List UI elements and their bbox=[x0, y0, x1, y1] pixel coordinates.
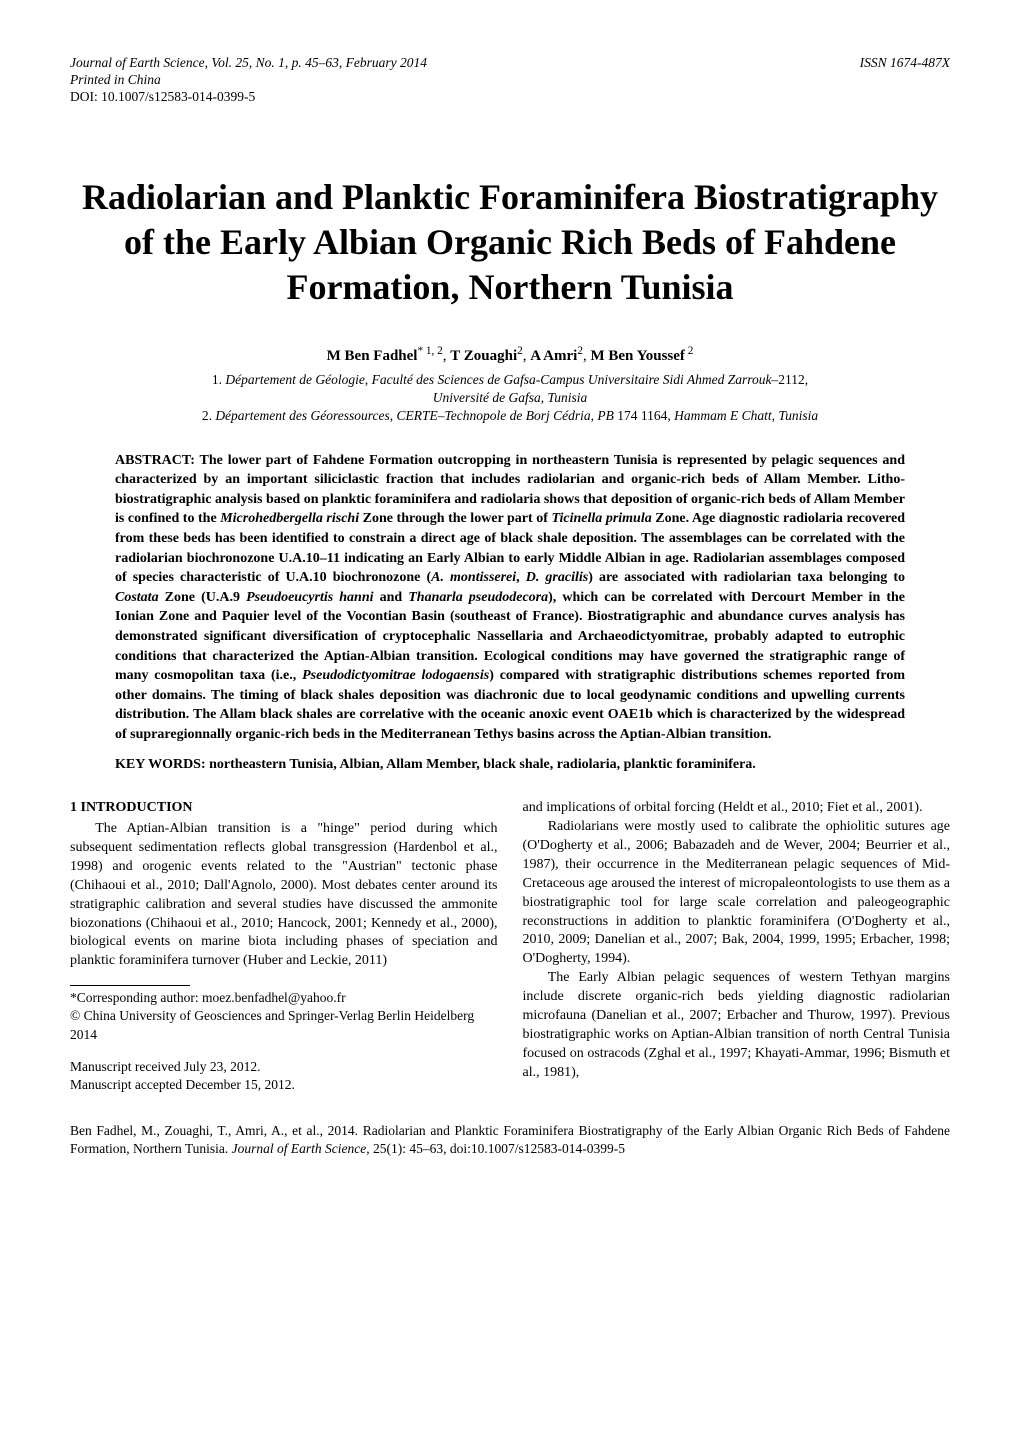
right-para-1: Radiolarians were mostly used to calibra… bbox=[523, 818, 951, 969]
abstract-t4: ) are associated with radiolarian taxa b… bbox=[588, 570, 905, 585]
printed-in: Printed in China bbox=[70, 72, 950, 88]
abstract-t3: , bbox=[516, 570, 526, 585]
affiliation-1-line2: Université de Gafsa, Tunisia bbox=[70, 389, 950, 407]
affil-2-inst: CERTE–Technopole de Borj Cédria bbox=[397, 408, 591, 423]
footnote-copyright: © China University of Geosciences and Sp… bbox=[70, 1007, 498, 1043]
abstract-it7: Thanarla pseudodecora bbox=[408, 590, 548, 605]
abstract-it1: Microhedbergella rischi bbox=[220, 511, 359, 526]
article-title: Radiolarian and Planktic Foraminifera Bi… bbox=[70, 175, 950, 310]
abstract-it5: Costata bbox=[115, 590, 159, 605]
abstract-it2: Ticinella primula bbox=[551, 511, 651, 526]
footnote-received: Manuscript received July 23, 2012. bbox=[70, 1058, 498, 1076]
affil-1-suffix: –2112, bbox=[772, 372, 809, 387]
affiliation-2: 2. Département des Géoressources, CERTE–… bbox=[70, 407, 950, 425]
abstract-it3: A. montisserei bbox=[431, 570, 516, 585]
abstract-t1: Zone through the lower part of bbox=[359, 511, 551, 526]
abstract-it8: Pseudodictyomitrae lodogaensis bbox=[302, 668, 489, 683]
left-para-1: The Aptian-Albian transition is a "hinge… bbox=[70, 820, 498, 971]
affil-1-country: Tunisia bbox=[547, 390, 587, 405]
affil-2-dept: Département des Géoressources bbox=[215, 408, 389, 423]
right-para-0: and implications of orbital forcing (Hel… bbox=[523, 799, 951, 818]
author-4-sup: 2 bbox=[685, 348, 693, 364]
citation-footer: Ben Fadhel, M., Zouaghi, T., Amri, A., e… bbox=[70, 1122, 950, 1158]
page: Journal of Earth Science, Vol. 25, No. 1… bbox=[0, 0, 1020, 1214]
left-column: 1 INTRODUCTION The Aptian-Albian transit… bbox=[70, 799, 498, 1094]
issn: ISSN 1674-487X bbox=[860, 55, 950, 71]
abstract: ABSTRACT: The lower part of Fahdene Form… bbox=[115, 451, 905, 745]
citation-journal: Journal of Earth Science bbox=[232, 1141, 367, 1156]
abstract-it6: Pseudoeucyrtis hanni bbox=[246, 590, 373, 605]
affil-2-pb: PB bbox=[597, 408, 614, 423]
footnote-corresponding: *Corresponding author: moez.benfadhel@ya… bbox=[70, 989, 498, 1007]
affiliations: 1. Département de Géologie, Faculté des … bbox=[70, 371, 950, 426]
keywords: KEY WORDS: northeastern Tunisia, Albian,… bbox=[115, 755, 905, 775]
affiliation-1: 1. Département de Géologie, Faculté des … bbox=[70, 371, 950, 389]
affil-2-prefix: 2. bbox=[202, 408, 216, 423]
affil-1-sep1: , bbox=[365, 372, 372, 387]
footnote-rule bbox=[70, 985, 190, 986]
authors-line: M Ben Fadhel* 1, 2, T Zouaghi2, A Amri2,… bbox=[70, 345, 950, 365]
author-1: M Ben Fadhel bbox=[327, 348, 418, 364]
affil-2-sep1: , bbox=[390, 408, 397, 423]
author-2: T Zouaghi bbox=[450, 348, 517, 364]
author-3: A Amri bbox=[530, 348, 577, 364]
affil-1-prefix: 1. bbox=[212, 372, 226, 387]
author-1-sup: * 1, 2 bbox=[417, 348, 442, 364]
right-column: and implications of orbital forcing (Hel… bbox=[523, 799, 951, 1094]
author-4: M Ben Youssef bbox=[590, 348, 684, 364]
affil-1-dept: Département de Géologie bbox=[225, 372, 364, 387]
affil-2-plain: 174 1164, bbox=[614, 408, 674, 423]
abstract-t5: Zone (U.A.9 bbox=[159, 590, 246, 605]
affil-2-country: Tunisia bbox=[778, 408, 818, 423]
citation-post: , 25(1): 45–63, doi:10.1007/s12583-014-0… bbox=[366, 1141, 625, 1156]
body-columns: 1 INTRODUCTION The Aptian-Albian transit… bbox=[70, 799, 950, 1094]
footnote-accepted: Manuscript accepted December 15, 2012. bbox=[70, 1076, 498, 1094]
affil-2-city: Hammam E Chatt bbox=[674, 408, 772, 423]
affil-1-univ: Université de Gafsa bbox=[433, 390, 541, 405]
abstract-t6: and bbox=[374, 590, 409, 605]
affil-1-fac: Faculté des Sciences de Gafsa-Campus Uni… bbox=[372, 372, 772, 387]
journal-line: Journal of Earth Science, Vol. 25, No. 1… bbox=[70, 55, 427, 71]
journal-header-row: Journal of Earth Science, Vol. 25, No. 1… bbox=[70, 55, 950, 71]
abstract-it4: D. gracilis bbox=[526, 570, 588, 585]
right-para-2: The Early Albian pelagic sequences of we… bbox=[523, 969, 951, 1082]
section-1-head: 1 INTRODUCTION bbox=[70, 799, 498, 818]
doi: DOI: 10.1007/s12583-014-0399-5 bbox=[70, 89, 950, 105]
